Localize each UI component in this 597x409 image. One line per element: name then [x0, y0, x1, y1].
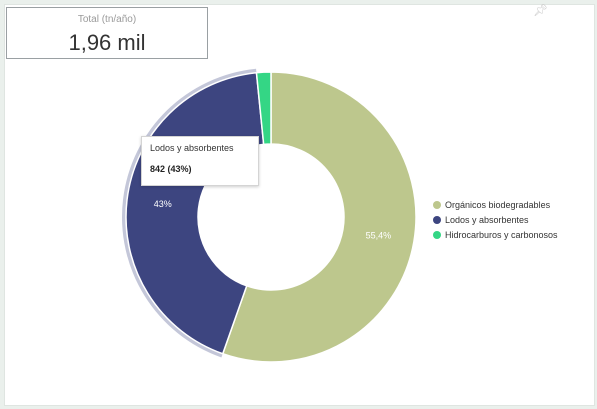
legend-label: Orgánicos biodegradables [445, 199, 551, 210]
legend-swatch [433, 200, 441, 209]
legend-label: Lodos y absorbentes [445, 214, 529, 225]
legend-label: Hidrocarburos y carbonosos [445, 229, 558, 240]
total-kpi-value: 1,96 mil [68, 30, 146, 55]
tooltip-value: 842 (43%) [150, 164, 192, 174]
chart-legend: Orgánicos biodegradables Lodos y absorben… [433, 197, 558, 242]
legend-item-hidrocarburos-y-carbonosos[interactable]: Hidrocarburos y carbonosos [433, 227, 558, 242]
chart-tooltip: Lodos y absorbentes 842 (43%) [141, 136, 259, 186]
total-kpi-card: Total (tn/año) 1,96 mil [6, 7, 208, 59]
legend-item-lodos-y-absorbentes[interactable]: Lodos y absorbentes [433, 212, 558, 227]
legend-item-organicos-biodegradables[interactable]: Orgánicos biodegradables [433, 197, 558, 212]
pin-icon[interactable]: 📌︎ [533, 3, 549, 17]
slice-hidrocarburos-y-carbonosos[interactable] [255, 71, 272, 146]
tooltip-title: Lodos y absorbentes [150, 143, 234, 153]
total-kpi-label: Total (tn/año) [77, 14, 137, 25]
data-label-organicos-biodegradables: 55,4% [366, 230, 392, 240]
slice-organicos-biodegradables[interactable] [221, 71, 417, 363]
data-label-lodos-y-absorbentes: 43% [154, 199, 172, 209]
legend-swatch [433, 230, 441, 239]
legend-swatch [433, 215, 441, 224]
